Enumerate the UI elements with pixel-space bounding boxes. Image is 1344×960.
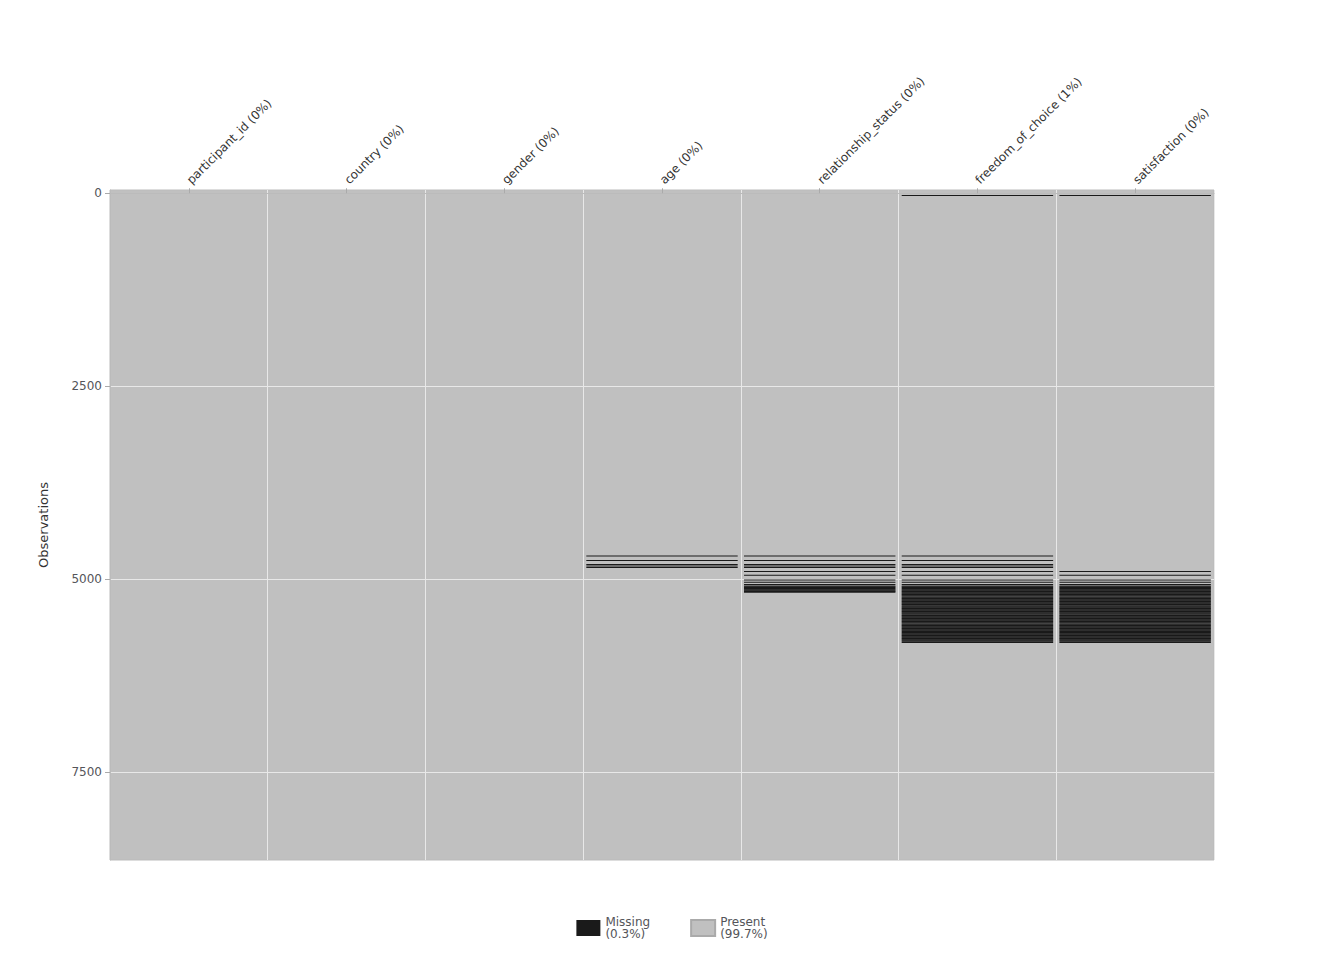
svg-text:(0.3%): (0.3%) (605, 927, 645, 941)
svg-text:relationship_status (0%): relationship_status (0%) (815, 74, 928, 187)
svg-text:2500: 2500 (71, 379, 102, 393)
svg-text:gender (0%): gender (0%) (499, 124, 562, 187)
svg-text:participant_id (0%): participant_id (0%) (184, 96, 275, 187)
svg-text:age (0%): age (0%) (657, 139, 705, 187)
svg-text:Observations: Observations (36, 482, 51, 568)
svg-text:satisfaction (0%): satisfaction (0%) (1130, 106, 1211, 187)
svg-text:(99.7%): (99.7%) (720, 927, 767, 941)
svg-text:freedom_of_choice (1%): freedom_of_choice (1%) (972, 75, 1084, 187)
svg-text:Present: Present (720, 915, 766, 929)
svg-text:0: 0 (94, 186, 102, 200)
svg-text:5000: 5000 (71, 572, 102, 586)
svg-text:7500: 7500 (71, 765, 102, 779)
svg-text:country (0%): country (0%) (342, 122, 407, 187)
svg-text:Missing: Missing (605, 915, 651, 929)
